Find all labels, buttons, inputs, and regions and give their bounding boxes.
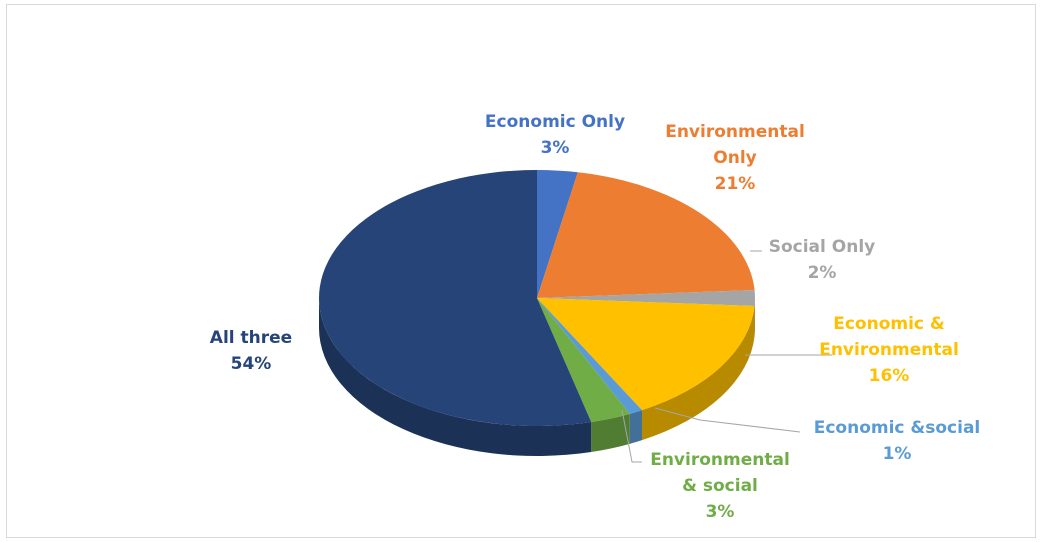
data-label-economic-social: Economic &social 1%: [814, 418, 981, 464]
data-label-line: Social Only: [769, 237, 876, 257]
data-label-all-three: All three 54%: [210, 328, 292, 374]
pie-slice-economic-environmental: [537, 298, 755, 411]
pie-slice-environmental-social: [537, 298, 630, 422]
pie-slice-economic-only: [537, 170, 578, 298]
leader-line-economic-social: [654, 407, 801, 433]
data-label-line: Economic &: [833, 314, 945, 334]
data-label-social-only: Social Only 2%: [769, 237, 876, 283]
pie-side-economic-social: [629, 410, 643, 444]
data-label-economic-environmental: Economic & Environmental 16%: [819, 314, 959, 386]
data-label-line: 21%: [715, 174, 756, 194]
data-labels: Economic Only 3% Environmental Only 21% Socia…: [210, 112, 980, 522]
leader-lines: [621, 250, 832, 463]
data-label-economic-only: Economic Only 3%: [485, 112, 625, 158]
data-label-environmental-only: Environmental Only 21%: [665, 122, 805, 194]
pie-sides: [319, 298, 755, 456]
pie-side-all-three: [319, 298, 592, 456]
data-label-line: Economic Only: [485, 112, 625, 132]
data-label-environmental-social: Environmental & social 3%: [650, 450, 790, 522]
leader-line-environmental-social: [621, 409, 642, 463]
data-label-line: Environmental: [819, 340, 959, 360]
data-label-line: Environmental: [650, 450, 790, 470]
data-label-line: 3%: [541, 138, 570, 158]
pie-side-economic-environmental: [642, 306, 755, 441]
data-label-line: Environmental: [665, 122, 805, 142]
data-label-line: All three: [210, 328, 292, 348]
data-label-line: 16%: [869, 366, 910, 386]
data-label-line: 1%: [883, 444, 912, 464]
data-label-line: & social: [682, 476, 758, 496]
data-label-line: 3%: [706, 502, 735, 522]
pie-slice-all-three: [318, 170, 592, 426]
data-label-line: 2%: [808, 263, 837, 283]
pie-slice-social-only: [537, 289, 756, 307]
pie-slice-environmental-only: [537, 172, 755, 298]
pie-side-environmental-social: [591, 413, 630, 452]
data-label-line: Economic &social: [814, 418, 981, 438]
data-label-line: Only: [713, 148, 756, 168]
pie-slices: [318, 170, 756, 426]
data-label-line: 54%: [231, 354, 272, 374]
pie-slice-economic-social: [537, 298, 643, 414]
